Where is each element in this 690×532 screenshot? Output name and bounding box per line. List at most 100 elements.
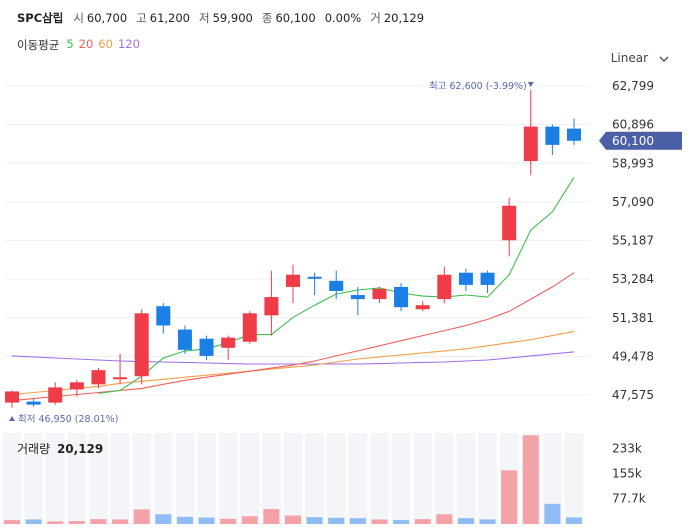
volume-bar (25, 519, 42, 524)
volume-column-bg (369, 433, 389, 524)
high-value: 61,200 (149, 11, 190, 25)
low-annotation: 최저 46,950 (28.01%) (18, 414, 118, 425)
volume-bar (155, 514, 172, 524)
high-annotation: 최고 62,600 (-3.99%) (429, 81, 527, 92)
scale-mode-selector[interactable]: Linear (610, 51, 648, 65)
candle-body (350, 295, 365, 300)
y-tick-label: 47,575 (612, 388, 654, 402)
candle-body (307, 276, 322, 279)
volume-column-bg (456, 433, 476, 524)
close-value: 60,100 (275, 11, 316, 25)
volume-tick-label: 77.7k (612, 492, 646, 506)
candle-body (458, 272, 473, 285)
volume-column-bg (283, 433, 303, 524)
ma20-label: 20 (78, 37, 94, 51)
current-price-tag (599, 131, 682, 150)
y-tick-label: 62,799 (612, 79, 654, 93)
ma5-label: 5 (66, 37, 74, 51)
volume-bar (501, 470, 518, 524)
volume-bar (414, 519, 431, 524)
candle-body (134, 313, 149, 377)
candle-body (286, 274, 300, 287)
volume-bar (566, 517, 582, 524)
current-price-label: 60,100 (612, 134, 654, 148)
volume-column-bg (348, 433, 368, 524)
volume-bar (285, 515, 301, 524)
open-value: 60,700 (86, 11, 128, 25)
volume-bar (522, 435, 539, 524)
volume-title-value: 20,129 (56, 442, 104, 456)
volume-column-bg (413, 433, 433, 524)
candle-body (91, 370, 106, 385)
volume-column-bg (110, 433, 130, 524)
candle-body (48, 387, 63, 403)
y-tick-label: 60,896 (612, 118, 654, 132)
volume-bar (68, 521, 85, 524)
volume-column-bg (261, 433, 281, 524)
ma60-line (11, 331, 575, 396)
volume-bar (457, 518, 474, 524)
change-value: 0.00% (324, 11, 362, 25)
volume-column-bg (564, 433, 584, 524)
y-tick-label: 55,187 (612, 234, 654, 248)
low-label: 저 (199, 11, 210, 25)
close-label: 종 (261, 11, 273, 25)
candle-body (502, 205, 517, 241)
candle-body (264, 297, 279, 316)
high-marker-icon (527, 82, 534, 87)
ma120-label: 120 (117, 37, 140, 51)
candle-body (480, 272, 495, 285)
moving-average-legend[interactable]: 이동평균 5 20 60 120 (17, 37, 140, 53)
volume-bar (90, 519, 107, 524)
volume-bar (241, 516, 258, 524)
volume-bar (176, 516, 193, 524)
volume-bar (371, 519, 388, 524)
candle-body (567, 128, 581, 141)
volume-column-bg (197, 433, 217, 524)
volume-column-bg (391, 433, 411, 524)
volume-column-bg (478, 433, 498, 524)
volume-column-bg (153, 433, 173, 524)
candle-body (221, 337, 236, 348)
volume-column-bg (88, 433, 108, 524)
volume-label: 거 (370, 11, 381, 25)
volume-column-bg (326, 433, 346, 524)
high-label: 고 (136, 11, 147, 25)
candle-body (545, 126, 560, 145)
stock-name: SPC삼립 (17, 11, 64, 25)
volume-column-bg (218, 433, 238, 524)
volume-bar (328, 517, 345, 524)
candle-body (26, 401, 41, 405)
volume-column-bg (2, 433, 22, 524)
volume-bar (47, 521, 64, 524)
volume-column-bg (24, 433, 44, 524)
volume-bar (112, 519, 129, 524)
candle-body (113, 377, 128, 380)
volume-column-bg (175, 433, 195, 524)
chevron-down-icon[interactable] (658, 53, 670, 65)
candle-body (415, 305, 430, 310)
volume-bar (349, 518, 366, 524)
low-value: 59,900 (212, 11, 253, 25)
volume-bar (4, 520, 20, 524)
y-tick-label: 49,478 (612, 349, 654, 363)
volume-column-bg (67, 433, 87, 524)
candle-body (394, 286, 409, 308)
volume-column-bg (434, 433, 454, 524)
volume-column-bg (240, 433, 260, 524)
volume-column-bg (45, 433, 65, 524)
candle-body (69, 382, 84, 390)
volume-bar (133, 509, 150, 524)
volume-title-label: 거래량 (17, 442, 51, 456)
volume-bar (220, 518, 237, 524)
ma120-line (11, 351, 575, 365)
volume-bar (306, 517, 323, 524)
candle-body (523, 126, 538, 162)
y-tick-label: 57,090 (612, 195, 654, 209)
candle-body (5, 391, 19, 403)
volume-value: 20,129 (383, 11, 425, 25)
volume-tick-label: 233k (612, 441, 642, 455)
candle-body (329, 280, 344, 291)
candle-body (372, 288, 387, 300)
